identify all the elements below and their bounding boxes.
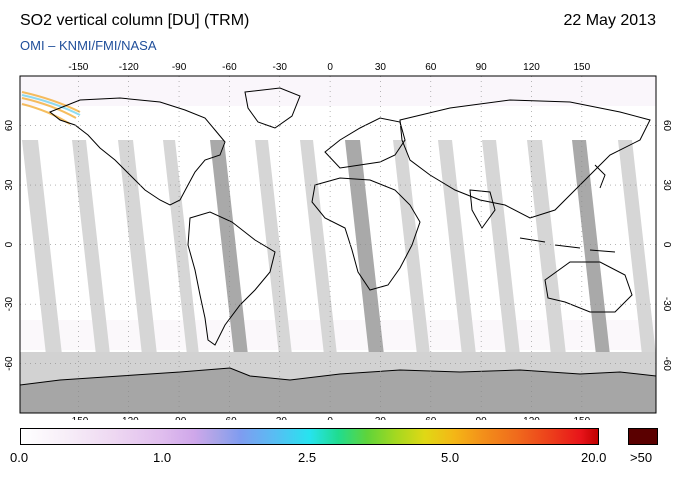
right-lat-label-2: 0 <box>661 242 672 248</box>
bottom-axis: -150 -120 -90 -60 -30 0 30 60 90 120 150 <box>68 416 590 420</box>
coastlines <box>49 87 651 346</box>
graticule <box>20 76 656 413</box>
top-lon-label-6: 30 <box>375 62 387 73</box>
colorbar <box>20 428 599 445</box>
indonesia-coast <box>519 237 616 253</box>
africa-coast <box>311 177 421 291</box>
bottom-lon-label-7: 60 <box>425 416 437 420</box>
map-date: 22 May 2013 <box>563 12 656 29</box>
right-lat-label-1: 30 <box>661 180 672 192</box>
top-lon-label-3: -60 <box>222 62 237 73</box>
bottom-lon-label-10: 150 <box>574 416 591 420</box>
top-lon-label-2: -90 <box>172 62 187 73</box>
colorbar-label-1: 1.0 <box>153 450 172 465</box>
data-credit: OMI – KNMI/FMI/NASA <box>20 38 157 53</box>
colorbar-overflow-swatch <box>628 428 658 445</box>
top-lon-label-10: 150 <box>574 62 591 73</box>
right-axis: 60 30 0 -30 -60 <box>661 120 672 371</box>
japan-coast <box>594 164 606 189</box>
map-frame <box>19 75 657 414</box>
colorbar-overflow-label: >50 <box>630 450 653 465</box>
left-lat-label-4: -60 <box>4 356 15 371</box>
bottom-lon-label-9: 120 <box>523 416 540 420</box>
right-lat-label-4: -60 <box>661 356 672 371</box>
south-america-coast <box>187 211 276 346</box>
bottom-lon-label-3: -60 <box>222 416 237 420</box>
colorbar-label-0: 0.0 <box>10 450 29 465</box>
top-lon-label-5: 0 <box>327 62 333 73</box>
colorbar-label-3: 5.0 <box>441 450 460 465</box>
bottom-lon-label-0: -150 <box>68 416 88 420</box>
left-lat-label-0: 60 <box>4 120 15 132</box>
left-axis: 60 30 0 -30 -60 <box>4 120 15 371</box>
bottom-lon-label-4: -30 <box>273 416 288 420</box>
top-axis: -150 -120 -90 -60 -30 0 30 60 90 120 150 <box>68 62 590 73</box>
bottom-lon-label-2: -90 <box>172 416 187 420</box>
europe-coast <box>324 117 406 169</box>
bottom-lon-label-6: 30 <box>375 416 387 420</box>
orbit-gaps <box>22 140 656 355</box>
bottom-lon-label-8: 90 <box>476 416 488 420</box>
greenland-coast <box>244 87 301 129</box>
colorbar-label-4: 20.0 <box>581 450 607 465</box>
left-lat-label-2: 0 <box>4 241 15 247</box>
asia-coast <box>399 99 651 219</box>
australia-coast <box>544 261 633 313</box>
left-lat-label-1: 30 <box>4 179 15 191</box>
bottom-lon-label-5: 0 <box>327 416 333 420</box>
top-lon-label-4: -30 <box>273 62 288 73</box>
top-lon-label-8: 90 <box>476 62 488 73</box>
top-lon-label-7: 60 <box>425 62 437 73</box>
north-america-coast <box>49 97 226 206</box>
right-lat-label-0: 60 <box>661 120 672 132</box>
top-lon-label-0: -150 <box>68 62 88 73</box>
map-title: SO2 vertical column [DU] (TRM) <box>20 12 250 29</box>
india-coast <box>469 189 496 229</box>
left-lat-label-3: -30 <box>4 296 15 311</box>
top-lon-label-9: 120 <box>523 62 540 73</box>
colorbar-label-2: 2.5 <box>298 450 317 465</box>
top-lon-label-1: -120 <box>119 62 139 73</box>
right-lat-label-3: -30 <box>661 297 672 312</box>
bottom-lon-label-1: -120 <box>119 416 139 420</box>
